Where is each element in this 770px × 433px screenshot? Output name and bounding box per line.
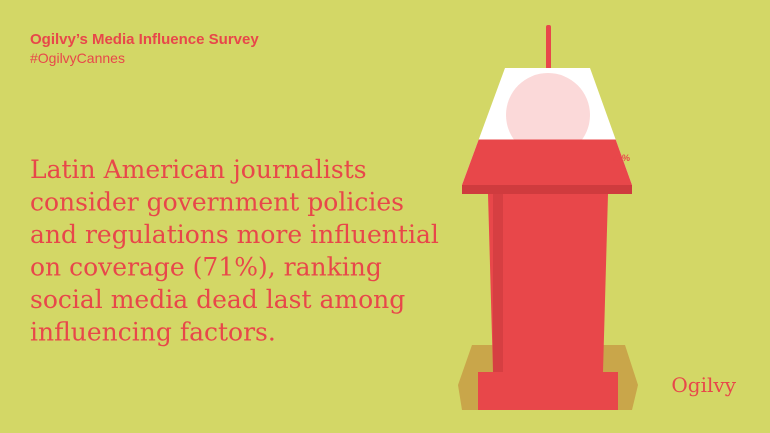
statement-line: and regulations more influential (30, 220, 439, 249)
logo: Ogilvy (671, 373, 736, 397)
podium-column-shade (493, 194, 503, 372)
fill-level (462, 139, 632, 185)
hashtag: #OgilvyCannes (30, 50, 125, 66)
statement-line: social media dead last among (30, 285, 405, 314)
stat-label: 71% (612, 153, 630, 163)
statement-line: Latin American journalists (30, 155, 367, 184)
survey-title: Ogilvy’s Media Influence Survey (30, 31, 259, 48)
statement: Latin American journalists consider gover… (30, 155, 439, 347)
podium-rim (462, 185, 632, 194)
podium-column (488, 194, 608, 372)
podium-emblem (506, 73, 590, 157)
statement-line: influencing factors. (30, 318, 276, 347)
statement-line: consider government policies (30, 188, 404, 217)
podium-base (478, 372, 618, 410)
microphone (546, 25, 551, 70)
statement-line: on coverage (71%), ranking (30, 253, 382, 282)
